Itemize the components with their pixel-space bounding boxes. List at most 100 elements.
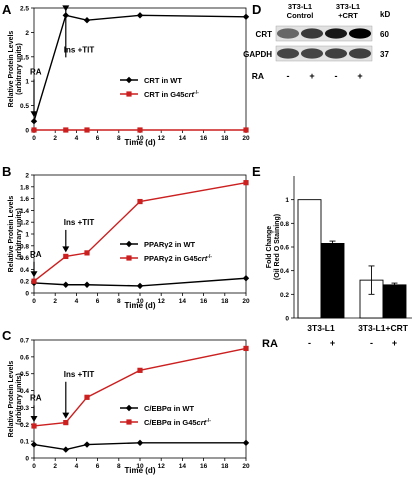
- y-tick-label: 2: [25, 30, 29, 37]
- legend-label-italic: crt: [184, 90, 194, 99]
- y-axis-label-line: Fold Change: [266, 226, 273, 268]
- blot-row-label: CRT: [256, 30, 273, 39]
- x-tick-label: 6: [96, 463, 100, 470]
- y-axis-label-line: (arbitrary units): [16, 373, 23, 425]
- x-tick-label: 2: [53, 135, 57, 142]
- annotation-arrow-head: [62, 246, 70, 253]
- x-tick-label: 16: [200, 298, 208, 305]
- blot-band: [324, 48, 348, 59]
- data-point: [242, 439, 250, 447]
- data-point: [62, 281, 69, 288]
- data-point: [63, 127, 69, 133]
- legend-label: C/EBPα in G45crt-/-: [144, 418, 211, 427]
- data-point: [136, 12, 144, 19]
- legend-marker: [126, 91, 132, 97]
- data-point: [62, 446, 69, 453]
- x-tick-label: 12: [158, 298, 166, 305]
- data-point: [63, 253, 69, 260]
- data-point: [84, 250, 90, 256]
- y-tick-label: 0.7: [20, 338, 29, 345]
- legend-label: PPARγ2 in G45crt-/-: [144, 254, 212, 263]
- y-tick-label: 0.6: [280, 245, 289, 252]
- y-tick-label: 0.5: [20, 103, 29, 110]
- y-tick-label: 0: [285, 316, 289, 323]
- data-point: [84, 127, 90, 133]
- data-point: [63, 420, 69, 426]
- y-axis-label-line: (arbitrary units): [16, 208, 23, 260]
- annotation-arrow-head: [62, 5, 70, 12]
- legend-label-sup: -/-: [207, 254, 212, 260]
- data-point: [83, 441, 91, 448]
- legend-label: PPARγ2 in WT: [144, 240, 196, 249]
- y-axis-label: Fold Change(Oil Red O Staining): [266, 214, 281, 280]
- data-point: [243, 180, 249, 186]
- x-tick-label: 0: [32, 135, 36, 142]
- blot-column-header-line2: +CRT: [338, 11, 358, 20]
- legend-label-sup: -/-: [194, 90, 199, 96]
- y-tick-label: 0.6: [20, 255, 29, 262]
- blot-band: [348, 48, 372, 59]
- annotation-label: Ins +TIT: [64, 370, 95, 379]
- x-axis-label: Time (d): [125, 138, 156, 147]
- legend-marker: [126, 419, 132, 425]
- bar-ra-label: RA: [262, 338, 278, 350]
- blot-row-label: GAPDH: [243, 50, 272, 59]
- blot-ra-sign: +: [309, 71, 314, 81]
- bar-ra-sign: +: [392, 338, 397, 348]
- annotation-label: RA: [30, 393, 42, 402]
- y-tick-label: 1.8: [20, 184, 29, 191]
- data-point: [31, 127, 37, 133]
- x-tick-label: 8: [117, 135, 121, 142]
- x-tick-label: 10: [136, 298, 144, 305]
- annotation-label: Ins +TIT: [64, 218, 95, 227]
- legend-label-main: PPARγ2 in G45: [144, 254, 198, 263]
- x-tick-label: 14: [179, 298, 187, 305]
- data-point: [137, 367, 143, 373]
- x-tick-label: 6: [96, 135, 100, 142]
- y-tick-label: 1.2: [20, 220, 29, 227]
- y-tick-label: 1: [25, 232, 29, 239]
- y-axis-label-line: (Oil Red O Staining): [274, 214, 281, 280]
- legend-label-italic: crt: [198, 254, 208, 263]
- y-axis-label: Relative Protein Levels(arbitrary units): [8, 196, 23, 273]
- x-tick-label: 8: [117, 298, 121, 305]
- annotation-label: RA: [30, 250, 42, 259]
- y-axis-label-line: Relative Protein Levels: [8, 31, 15, 108]
- legend-label-main: CRT in G45: [144, 90, 184, 99]
- y-tick-label: 0: [25, 291, 29, 298]
- x-axis-label: Time (d): [125, 466, 156, 475]
- data-point: [83, 17, 91, 24]
- blot-column-header: 3T3-L1: [288, 2, 312, 11]
- bar-ra-sign: -: [308, 338, 311, 348]
- blot-column-header-line2: Control: [287, 11, 314, 20]
- blot-row-background: [275, 45, 373, 62]
- blot-ra-sign: -: [335, 71, 338, 81]
- y-axis-label-line: Relative Protein Levels: [8, 361, 15, 438]
- x-tick-label: 0: [32, 298, 36, 305]
- y-axis-label: Relative Protein Levels(arbitrary units): [8, 361, 23, 438]
- annotation-arrow-head: [30, 415, 38, 422]
- x-tick-label: 14: [179, 135, 187, 142]
- x-tick-label: 12: [158, 135, 166, 142]
- legend-marker: [125, 404, 133, 412]
- x-tick-label: 16: [200, 463, 208, 470]
- blot-kd-value: 60: [380, 30, 389, 39]
- x-tick-label: 10: [136, 135, 144, 142]
- annotation-label: Ins +TIT: [64, 45, 95, 54]
- x-tick-label: 0: [32, 463, 36, 470]
- x-tick-label: 20: [242, 298, 250, 305]
- x-axis-label: Time (d): [125, 301, 156, 310]
- bar-group-label: 3T3-L1: [307, 323, 335, 333]
- x-tick-label: 8: [117, 463, 121, 470]
- panel-label-e: E: [252, 164, 261, 179]
- x-tick-label: 2: [53, 463, 57, 470]
- legend-marker: [126, 255, 132, 261]
- data-point: [137, 198, 143, 205]
- y-tick-label: 0.3: [20, 405, 29, 412]
- y-tick-label: 0.5: [20, 371, 29, 378]
- bar: [320, 242, 345, 319]
- blot-kd-label: kD: [380, 10, 390, 19]
- y-tick-label: 2.5: [20, 6, 29, 13]
- x-tick-label: 2: [53, 298, 57, 305]
